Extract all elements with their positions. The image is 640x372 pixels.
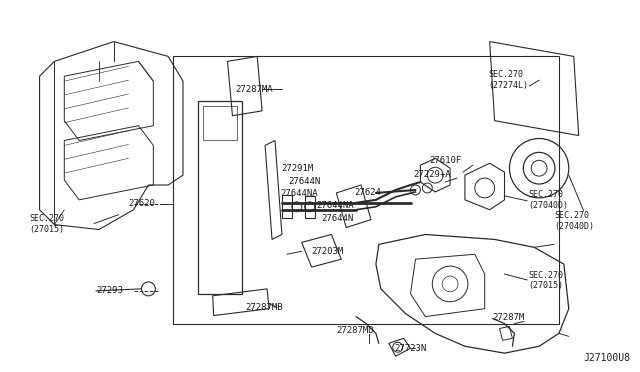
Text: SEC.270: SEC.270: [489, 70, 524, 79]
Text: 27287MA: 27287MA: [236, 84, 273, 93]
Text: 27620: 27620: [129, 199, 156, 208]
Text: J27100U8: J27100U8: [584, 353, 630, 363]
Text: (27015): (27015): [528, 281, 563, 291]
Text: 27644N: 27644N: [288, 177, 320, 186]
Text: 27291M: 27291M: [281, 164, 313, 173]
Text: SEC.270: SEC.270: [29, 214, 65, 223]
Text: 27723N: 27723N: [395, 344, 427, 353]
Text: 27644NA: 27644NA: [317, 201, 354, 210]
Text: 27624: 27624: [354, 189, 381, 198]
Text: 27203M: 27203M: [312, 247, 344, 256]
Text: (27274L): (27274L): [489, 81, 529, 90]
Text: 27287MD: 27287MD: [337, 326, 374, 335]
Text: 27644NA: 27644NA: [280, 189, 317, 198]
Text: 27287M: 27287M: [493, 313, 525, 322]
Text: (27040D): (27040D): [528, 201, 568, 210]
Text: SEC.270: SEC.270: [528, 270, 563, 279]
Text: 27610F: 27610F: [429, 156, 461, 165]
Text: SEC.270: SEC.270: [554, 211, 589, 220]
Text: 27229+A: 27229+A: [413, 170, 451, 179]
Text: 27293: 27293: [96, 286, 123, 295]
Text: (27040D): (27040D): [554, 222, 594, 231]
Text: (27015): (27015): [29, 225, 65, 234]
Bar: [173, 57, 559, 324]
Text: 27287MB: 27287MB: [245, 303, 283, 312]
Text: 27644N: 27644N: [321, 214, 354, 223]
Text: SEC.270: SEC.270: [528, 190, 563, 199]
